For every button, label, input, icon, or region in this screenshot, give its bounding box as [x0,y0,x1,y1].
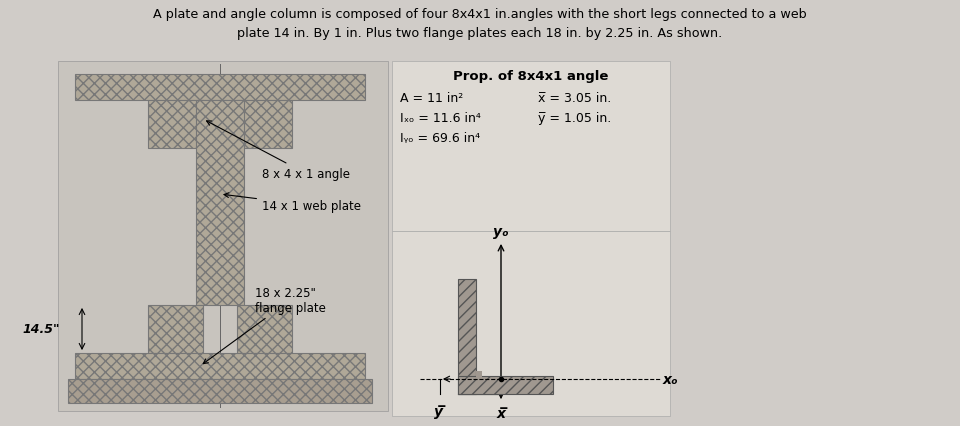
Bar [196,101,244,305]
Text: xₒ: xₒ [663,372,679,386]
Bar [148,305,203,353]
Bar [75,75,365,101]
Bar [237,101,292,149]
Bar [237,305,292,353]
Bar [58,62,388,411]
Text: A plate and angle column is composed of four 8x4x1 in.angles with the short legs: A plate and angle column is composed of … [154,8,806,40]
Text: x̅ = 3.05 in.: x̅ = 3.05 in. [538,92,612,105]
Text: Iᵧₒ = 69.6 in⁴: Iᵧₒ = 69.6 in⁴ [400,132,480,145]
Text: 14.5": 14.5" [22,323,60,336]
Text: Iₓₒ = 11.6 in⁴: Iₓₒ = 11.6 in⁴ [400,112,481,125]
Text: 8 x 4 x 1 angle: 8 x 4 x 1 angle [206,121,350,181]
Text: Prop. of 8x4x1 angle: Prop. of 8x4x1 angle [453,70,609,83]
Text: y̅ = 1.05 in.: y̅ = 1.05 in. [538,112,612,125]
Bar [75,353,365,379]
Bar [68,379,372,403]
Text: yₒ: yₒ [493,225,509,239]
Text: A = 11 in²: A = 11 in² [400,92,464,105]
Text: 18 x 2.25"
flange plate: 18 x 2.25" flange plate [204,286,325,364]
Text: 14 x 1 web plate: 14 x 1 web plate [224,193,361,213]
Bar [458,376,553,394]
Text: y̅: y̅ [434,404,443,418]
Bar [392,62,670,231]
Bar [458,279,476,394]
Bar [392,231,670,416]
Bar [148,101,203,149]
Bar [476,371,482,379]
Text: x̅: x̅ [496,406,506,420]
